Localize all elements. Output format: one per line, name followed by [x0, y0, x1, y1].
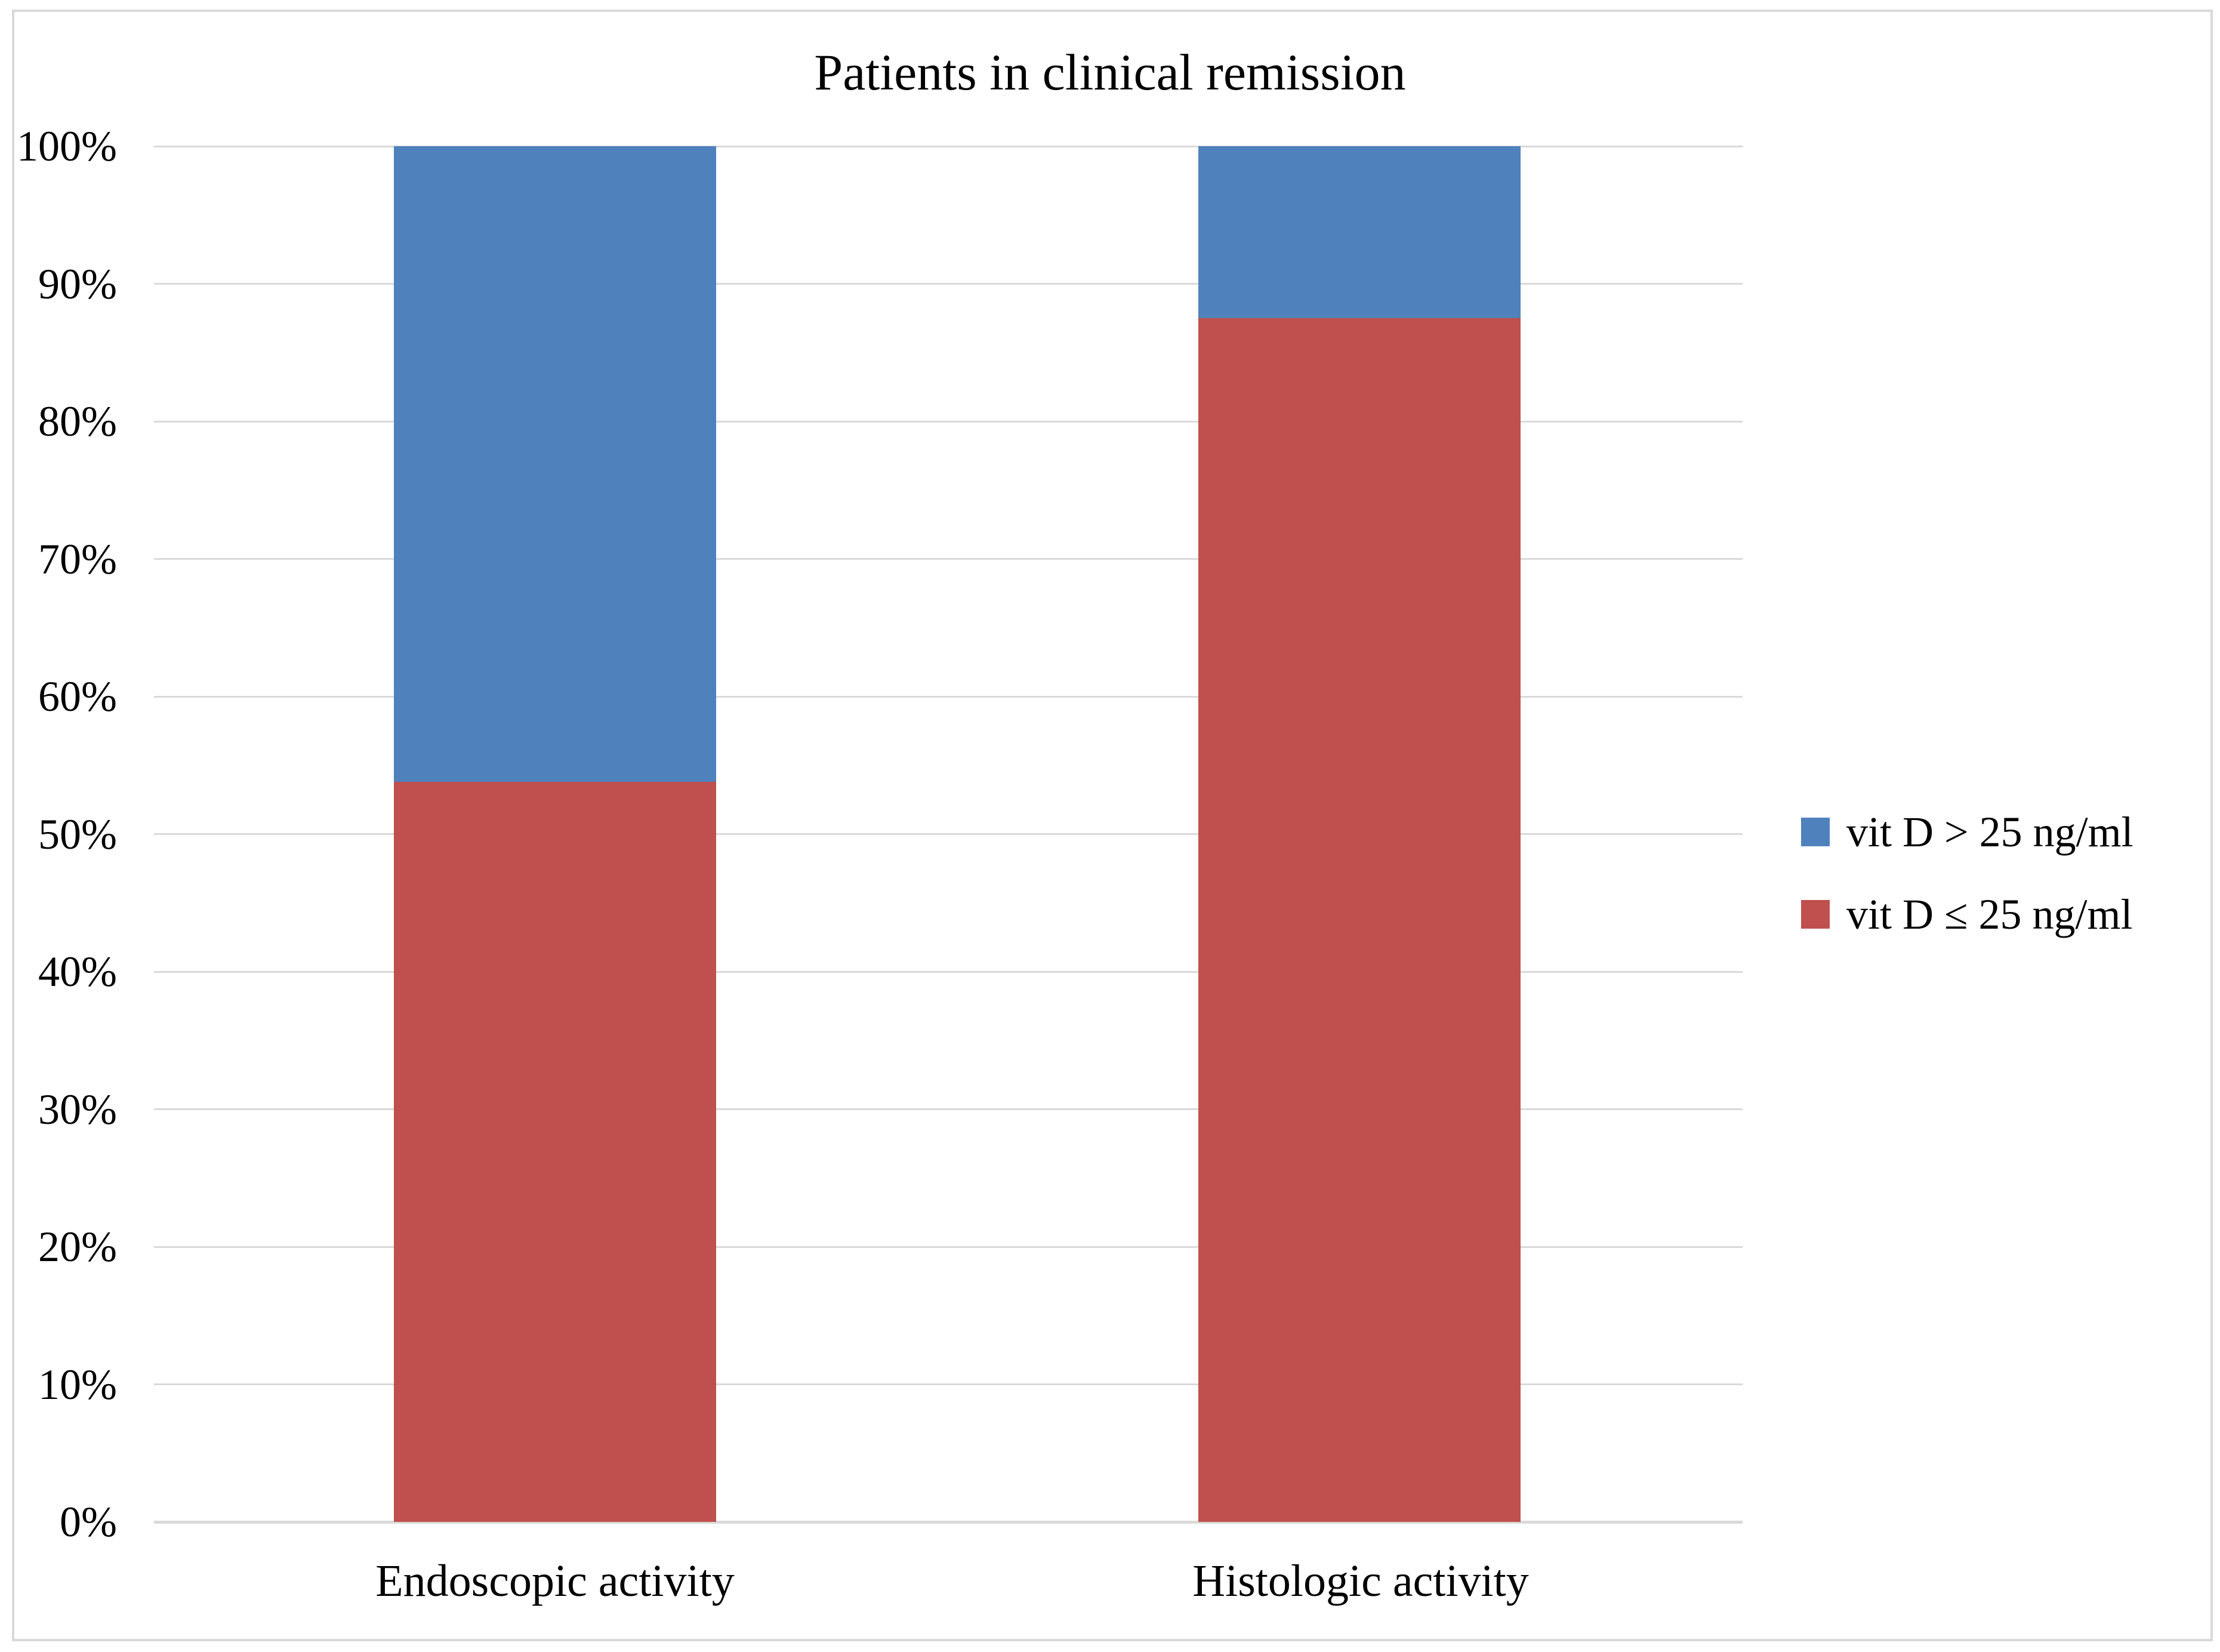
y-axis-tick-label: 40%	[38, 948, 117, 995]
x-axis-category-label: Histologic activity	[1192, 1556, 1529, 1606]
y-axis-tick-label: 80%	[38, 397, 117, 445]
y-axis-tick-label: 90%	[38, 260, 117, 308]
plot-area	[154, 145, 1743, 1524]
bar-segment	[394, 146, 716, 782]
y-axis-tick-label: 0%	[60, 1498, 117, 1546]
bar-segment	[1198, 318, 1521, 1522]
y-axis-tick-label: 70%	[38, 535, 117, 583]
bar-segment	[394, 781, 716, 1522]
gridline	[154, 1246, 1743, 1248]
legend-label: vit D > 25 ng/ml	[1846, 808, 2133, 856]
gridline	[154, 1383, 1743, 1385]
y-axis-tick-label: 10%	[38, 1360, 117, 1408]
y-axis-tick-label: 30%	[38, 1085, 117, 1133]
bar-endoscopic-activity	[394, 146, 716, 1522]
y-axis-tick-label: 60%	[38, 673, 117, 720]
legend-item: vit D ≤ 25 ng/ml	[1801, 890, 2133, 938]
bar-histologic-activity	[1198, 146, 1521, 1522]
y-axis-tick-label: 50%	[38, 810, 117, 858]
gridline	[154, 1108, 1743, 1110]
chart-border	[12, 10, 2213, 1641]
gridline	[154, 695, 1743, 698]
legend: vit D > 25 ng/ml vit D ≤ 25 ng/ml	[1801, 808, 2133, 982]
gridline	[154, 420, 1743, 423]
gridline	[154, 283, 1743, 285]
legend-item: vit D > 25 ng/ml	[1801, 808, 2133, 856]
legend-label: vit D ≤ 25 ng/ml	[1846, 890, 2133, 938]
legend-swatch-icon	[1801, 900, 1830, 929]
gridline	[154, 558, 1743, 560]
x-axis-line	[154, 1520, 1743, 1524]
x-axis-category-label: Endoscopic activity	[375, 1556, 735, 1606]
y-axis-tick-label: 20%	[38, 1223, 117, 1271]
gridline	[154, 970, 1743, 973]
chart-title: Patients in clinical remission	[814, 44, 1406, 101]
bar-segment	[1198, 146, 1521, 319]
legend-swatch-icon	[1801, 818, 1830, 846]
y-axis-tick-label: 100%	[17, 122, 117, 170]
gridline	[154, 145, 1743, 147]
gridline	[154, 833, 1743, 835]
